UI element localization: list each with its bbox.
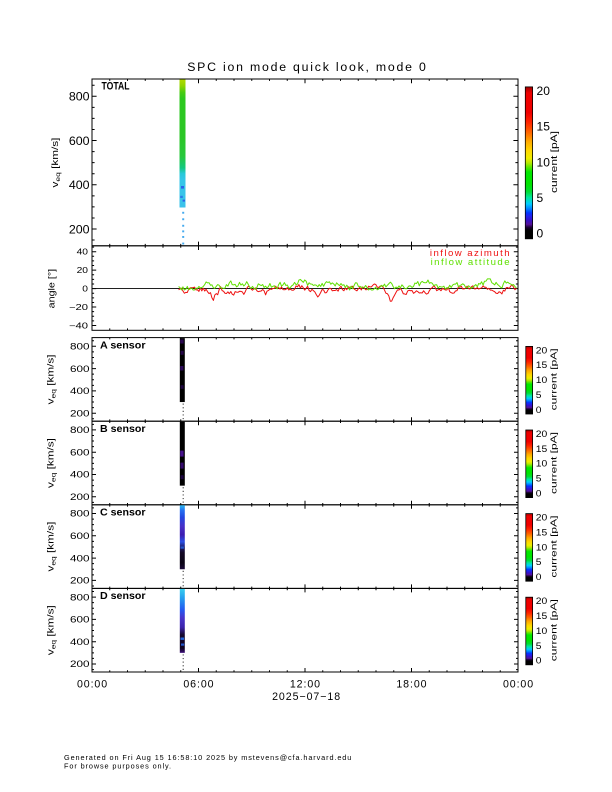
- svg-text:0: 0: [536, 405, 542, 415]
- svg-text:C sensor: C sensor: [100, 508, 146, 519]
- svg-text:D sensor: D sensor: [100, 591, 146, 602]
- svg-text:−40: −40: [69, 321, 89, 330]
- svg-text:20: 20: [536, 596, 548, 606]
- svg-text:current [pA]: current [pA]: [549, 599, 559, 661]
- svg-text:20: 20: [77, 266, 89, 275]
- svg-text:800: 800: [70, 425, 90, 435]
- svg-text:600: 600: [70, 531, 90, 541]
- svg-text:15: 15: [537, 120, 551, 134]
- svg-text:veq [km/s]: veq [km/s]: [46, 605, 57, 655]
- svg-text:5: 5: [536, 641, 542, 651]
- svg-text:current [pA]: current [pA]: [549, 348, 559, 410]
- svg-text:20: 20: [537, 84, 551, 98]
- svg-text:200: 200: [70, 659, 90, 669]
- svg-text:10: 10: [536, 542, 548, 552]
- svg-text:0: 0: [537, 227, 544, 241]
- svg-text:TOTAL: TOTAL: [102, 81, 130, 93]
- svg-text:veq [km/s]: veq [km/s]: [46, 522, 57, 572]
- svg-text:5: 5: [536, 474, 542, 484]
- svg-text:15: 15: [536, 360, 548, 370]
- svg-text:Generated on Fri Aug 15 16:58:: Generated on Fri Aug 15 16:58:10 2025 by…: [64, 753, 352, 762]
- svg-text:00:00: 00:00: [77, 679, 108, 691]
- svg-text:2025−07−18: 2025−07−18: [272, 691, 341, 703]
- svg-text:200: 200: [70, 408, 90, 418]
- svg-text:angle [°]: angle [°]: [47, 269, 57, 309]
- svg-text:40: 40: [77, 248, 89, 257]
- svg-text:SPC ion mode quick look, mode: SPC ion mode quick look, mode 0: [187, 60, 427, 74]
- svg-text:800: 800: [70, 592, 90, 602]
- svg-text:600: 600: [69, 134, 90, 148]
- svg-text:10: 10: [536, 626, 548, 636]
- svg-text:800: 800: [70, 342, 90, 352]
- svg-text:10: 10: [536, 375, 548, 385]
- svg-text:0: 0: [536, 489, 542, 499]
- svg-text:0: 0: [82, 285, 88, 294]
- svg-text:20: 20: [536, 345, 548, 355]
- svg-text:A sensor: A sensor: [100, 340, 146, 351]
- svg-text:0: 0: [536, 656, 542, 666]
- svg-text:200: 200: [70, 576, 90, 586]
- svg-text:400: 400: [69, 178, 90, 192]
- svg-text:20: 20: [536, 429, 548, 439]
- svg-text:15: 15: [536, 527, 548, 537]
- svg-text:400: 400: [70, 553, 90, 563]
- svg-text:18:00: 18:00: [396, 679, 427, 691]
- svg-text:current [pA]: current [pA]: [549, 516, 559, 578]
- svg-text:20: 20: [536, 513, 548, 523]
- svg-text:5: 5: [536, 390, 542, 400]
- svg-text:800: 800: [70, 509, 90, 519]
- svg-text:B sensor: B sensor: [100, 424, 146, 435]
- svg-text:600: 600: [70, 615, 90, 625]
- svg-text:00:00: 00:00: [503, 679, 534, 691]
- svg-text:0: 0: [536, 572, 542, 582]
- svg-text:inflow azimuth: inflow azimuth: [430, 248, 511, 259]
- svg-text:400: 400: [70, 386, 90, 396]
- svg-text:−20: −20: [69, 303, 89, 312]
- svg-text:600: 600: [70, 364, 90, 374]
- svg-text:06:00: 06:00: [183, 679, 214, 691]
- svg-text:5: 5: [537, 191, 544, 205]
- svg-text:veq [km/s]: veq [km/s]: [46, 354, 57, 404]
- svg-text:For browse purposes only.: For browse purposes only.: [64, 761, 172, 770]
- svg-text:200: 200: [69, 222, 90, 236]
- svg-text:current [pA]: current [pA]: [548, 131, 559, 193]
- svg-text:10: 10: [536, 459, 548, 469]
- svg-text:400: 400: [70, 637, 90, 647]
- svg-text:600: 600: [70, 447, 90, 457]
- svg-text:200: 200: [70, 492, 90, 502]
- svg-text:15: 15: [536, 444, 548, 454]
- svg-text:10: 10: [537, 155, 551, 169]
- svg-text:veq [km/s]: veq [km/s]: [46, 438, 57, 488]
- svg-text:400: 400: [70, 470, 90, 480]
- svg-text:current [pA]: current [pA]: [549, 432, 559, 494]
- svg-text:veq [km/s]: veq [km/s]: [50, 137, 61, 187]
- svg-text:800: 800: [69, 90, 90, 104]
- svg-text:15: 15: [536, 611, 548, 621]
- svg-text:inflow attitude: inflow attitude: [431, 257, 511, 268]
- svg-text:5: 5: [536, 557, 542, 567]
- svg-text:12:00: 12:00: [290, 679, 321, 691]
